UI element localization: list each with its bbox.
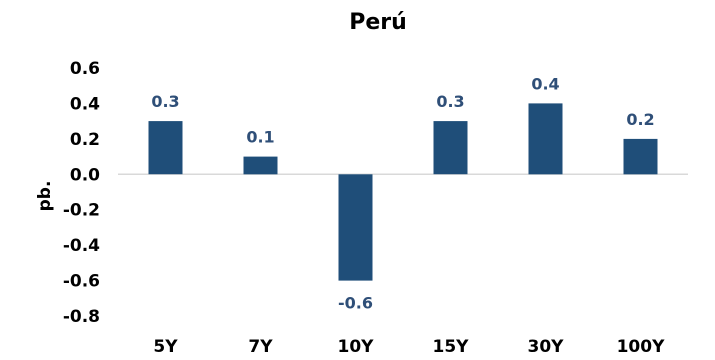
- y-tick-label: 0.0: [70, 165, 100, 185]
- y-tick-label: 0.4: [70, 94, 100, 114]
- x-axis-ticks: 5Y 7Y 10Y 15Y 30Y 100Y: [153, 337, 665, 357]
- x-tick-label: 30Y: [528, 337, 565, 357]
- chart-title: Perú: [349, 10, 407, 35]
- data-label: 0.4: [531, 74, 559, 93]
- bar-100y: [624, 139, 658, 174]
- x-tick-label: 5Y: [153, 337, 178, 357]
- data-label: 0.3: [151, 92, 179, 111]
- x-tick-label: 10Y: [338, 337, 375, 357]
- x-tick-label: 15Y: [433, 337, 470, 357]
- data-label: -0.6: [338, 294, 373, 313]
- y-axis-label: pb.: [35, 181, 55, 212]
- bar-7y: [244, 157, 278, 175]
- bar-15y: [434, 121, 468, 174]
- x-tick-label: 100Y: [617, 337, 665, 357]
- y-axis-ticks: 0.6 0.4 0.2 0.0 -0.2 -0.4 -0.6 -0.8: [63, 59, 100, 327]
- y-tick-label: 0.2: [70, 130, 100, 150]
- bar-30y: [529, 103, 563, 174]
- data-label: 0.2: [626, 110, 654, 129]
- data-label: 0.3: [436, 92, 464, 111]
- data-label: 0.1: [246, 128, 274, 147]
- y-tick-label: -0.2: [63, 201, 100, 221]
- x-tick-label: 7Y: [248, 337, 273, 357]
- bar-10y: [339, 174, 373, 280]
- y-tick-label: -0.4: [63, 236, 100, 256]
- y-tick-label: 0.6: [70, 59, 100, 79]
- bar-5y: [149, 121, 183, 174]
- bars: [149, 103, 658, 280]
- y-tick-label: -0.6: [63, 272, 100, 292]
- y-tick-label: -0.8: [63, 307, 100, 327]
- data-labels: 0.3 0.1 -0.6 0.3 0.4 0.2: [151, 74, 654, 312]
